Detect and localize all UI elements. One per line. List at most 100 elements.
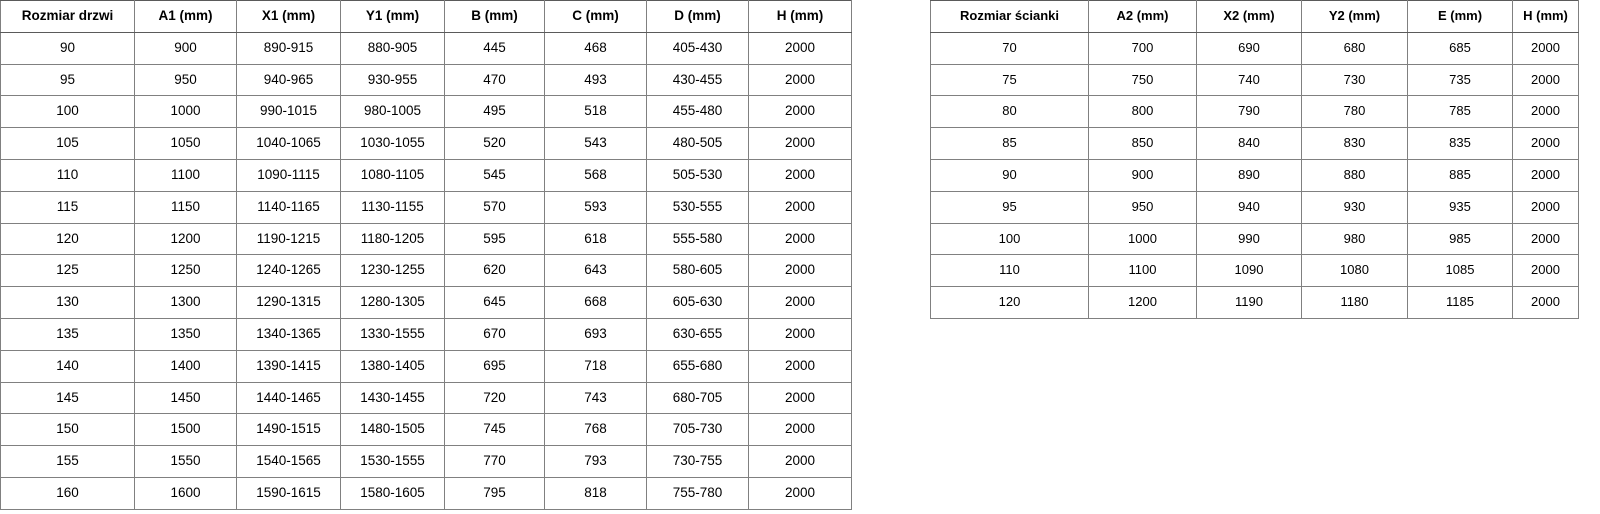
walls-cell-r5-c1: 950 — [1088, 190, 1197, 224]
walls-cell-r1-c5: 2000 — [1512, 63, 1579, 97]
doors-cell-r2-c1: 1000 — [134, 95, 237, 129]
doors-cell-r9-c2: 1340-1365 — [236, 317, 341, 351]
doors-cell-r5-c6: 530-555 — [646, 190, 749, 224]
doors-cell-r7-c4: 620 — [444, 254, 545, 288]
table-row: 105 1050 1040-1065 1030-1055 520 543 480-505 20… — [0, 127, 852, 160]
doors-cell-r7-c7: 2000 — [748, 254, 852, 288]
doors-cell-r1-c4: 470 — [444, 63, 545, 97]
doors-cell-r10-c4: 695 — [444, 349, 545, 383]
doors-column-header-4: B (mm) — [444, 0, 545, 33]
doors-cell-r3-c6: 480-505 — [646, 127, 749, 160]
doors-cell-r9-c3: 1330-1555 — [340, 317, 445, 351]
doors-cell-r11-c4: 720 — [444, 381, 545, 415]
doors-cell-r12-c1: 1500 — [134, 413, 237, 447]
doors-cell-r8-c6: 605-630 — [646, 286, 749, 319]
doors-cell-r1-c5: 493 — [544, 63, 647, 97]
walls-cell-r8-c0: 120 — [930, 286, 1089, 319]
table-row: 110 1100 1090 1080 1085 2000 — [930, 254, 1579, 288]
doors-cell-r13-c3: 1530-1555 — [340, 445, 445, 478]
walls-cell-r1-c4: 735 — [1407, 63, 1513, 97]
doors-cell-r2-c3: 980-1005 — [340, 95, 445, 129]
walls-cell-r2-c1: 800 — [1088, 95, 1197, 129]
doors-cell-r6-c3: 1180-1205 — [340, 222, 445, 256]
walls-cell-r4-c1: 900 — [1088, 158, 1197, 192]
walls-cell-r5-c0: 95 — [930, 190, 1089, 224]
doors-cell-r3-c0: 105 — [0, 127, 135, 160]
doors-cell-r14-c5: 818 — [544, 476, 647, 510]
walls-cell-r1-c3: 730 — [1301, 63, 1408, 97]
doors-cell-r13-c7: 2000 — [748, 445, 852, 478]
doors-cell-r5-c4: 570 — [444, 190, 545, 224]
doors-cell-r10-c0: 140 — [0, 349, 135, 383]
walls-column-header-5: H (mm) — [1512, 0, 1579, 33]
doors-cell-r1-c6: 430-455 — [646, 63, 749, 97]
doors-cell-r13-c4: 770 — [444, 445, 545, 478]
doors-cell-r6-c0: 120 — [0, 222, 135, 256]
doors-cell-r5-c1: 1150 — [134, 190, 237, 224]
walls-dimensions-table: Rozmiar ścianki A2 (mm) X2 (mm) Y2 (mm) E (m… — [930, 0, 1579, 319]
walls-cell-r8-c4: 1185 — [1407, 286, 1513, 319]
walls-cell-r3-c4: 835 — [1407, 127, 1513, 160]
doors-cell-r12-c5: 768 — [544, 413, 647, 447]
doors-cell-r3-c5: 543 — [544, 127, 647, 160]
doors-cell-r3-c3: 1030-1055 — [340, 127, 445, 160]
walls-cell-r1-c0: 75 — [930, 63, 1089, 97]
walls-cell-r4-c3: 880 — [1301, 158, 1408, 192]
walls-cell-r3-c5: 2000 — [1512, 127, 1579, 160]
walls-cell-r3-c2: 840 — [1196, 127, 1302, 160]
doors-cell-r14-c7: 2000 — [748, 476, 852, 510]
walls-cell-r2-c0: 80 — [930, 95, 1089, 129]
doors-cell-r11-c6: 680-705 — [646, 381, 749, 415]
doors-cell-r1-c3: 930-955 — [340, 63, 445, 97]
table-row: 85 850 840 830 835 2000 — [930, 127, 1579, 160]
walls-cell-r0-c5: 2000 — [1512, 31, 1579, 65]
walls-cell-r4-c5: 2000 — [1512, 158, 1579, 192]
walls-cell-r0-c3: 680 — [1301, 31, 1408, 65]
doors-cell-r12-c2: 1490-1515 — [236, 413, 341, 447]
doors-cell-r11-c1: 1450 — [134, 381, 237, 415]
walls-cell-r6-c4: 985 — [1407, 222, 1513, 256]
walls-column-header-0: Rozmiar ścianki — [930, 0, 1089, 33]
doors-cell-r13-c2: 1540-1565 — [236, 445, 341, 478]
doors-cell-r9-c0: 135 — [0, 317, 135, 351]
doors-cell-r8-c3: 1280-1305 — [340, 286, 445, 319]
walls-cell-r4-c0: 90 — [930, 158, 1089, 192]
doors-cell-r11-c7: 2000 — [748, 381, 852, 415]
table-row: 150 1500 1490-1515 1480-1505 745 768 705-730 20… — [0, 413, 852, 447]
doors-cell-r7-c2: 1240-1265 — [236, 254, 341, 288]
doors-cell-r2-c4: 495 — [444, 95, 545, 129]
walls-cell-r6-c1: 1000 — [1088, 222, 1197, 256]
walls-cell-r7-c0: 110 — [930, 254, 1089, 288]
doors-cell-r7-c0: 125 — [0, 254, 135, 288]
doors-cell-r7-c3: 1230-1255 — [340, 254, 445, 288]
walls-cell-r7-c3: 1080 — [1301, 254, 1408, 288]
doors-cell-r0-c4: 445 — [444, 31, 545, 65]
doors-cell-r12-c0: 150 — [0, 413, 135, 447]
doors-cell-r0-c7: 2000 — [748, 31, 852, 65]
doors-cell-r4-c0: 110 — [0, 158, 135, 192]
doors-cell-r4-c4: 545 — [444, 158, 545, 192]
doors-column-header-2: X1 (mm) — [236, 0, 341, 33]
doors-cell-r2-c6: 455-480 — [646, 95, 749, 129]
table-header-row: Rozmiar ścianki A2 (mm) X2 (mm) Y2 (mm) E (m… — [930, 0, 1579, 33]
doors-cell-r11-c3: 1430-1455 — [340, 381, 445, 415]
doors-cell-r4-c1: 1100 — [134, 158, 237, 192]
doors-cell-r13-c5: 793 — [544, 445, 647, 478]
doors-cell-r6-c7: 2000 — [748, 222, 852, 256]
doors-column-header-0: Rozmiar drzwi — [0, 0, 135, 33]
walls-cell-r8-c1: 1200 — [1088, 286, 1197, 319]
walls-cell-r5-c2: 940 — [1196, 190, 1302, 224]
walls-cell-r6-c3: 980 — [1301, 222, 1408, 256]
table-row: 75 750 740 730 735 2000 — [930, 63, 1579, 97]
doors-cell-r10-c6: 655-680 — [646, 349, 749, 383]
doors-cell-r2-c5: 518 — [544, 95, 647, 129]
walls-cell-r7-c5: 2000 — [1512, 254, 1579, 288]
doors-cell-r10-c5: 718 — [544, 349, 647, 383]
doors-cell-r14-c3: 1580-1605 — [340, 476, 445, 510]
walls-cell-r0-c4: 685 — [1407, 31, 1513, 65]
walls-cell-r3-c0: 85 — [930, 127, 1089, 160]
doors-cell-r14-c1: 1600 — [134, 476, 237, 510]
doors-cell-r2-c0: 100 — [0, 95, 135, 129]
doors-cell-r2-c7: 2000 — [748, 95, 852, 129]
doors-cell-r3-c4: 520 — [444, 127, 545, 160]
